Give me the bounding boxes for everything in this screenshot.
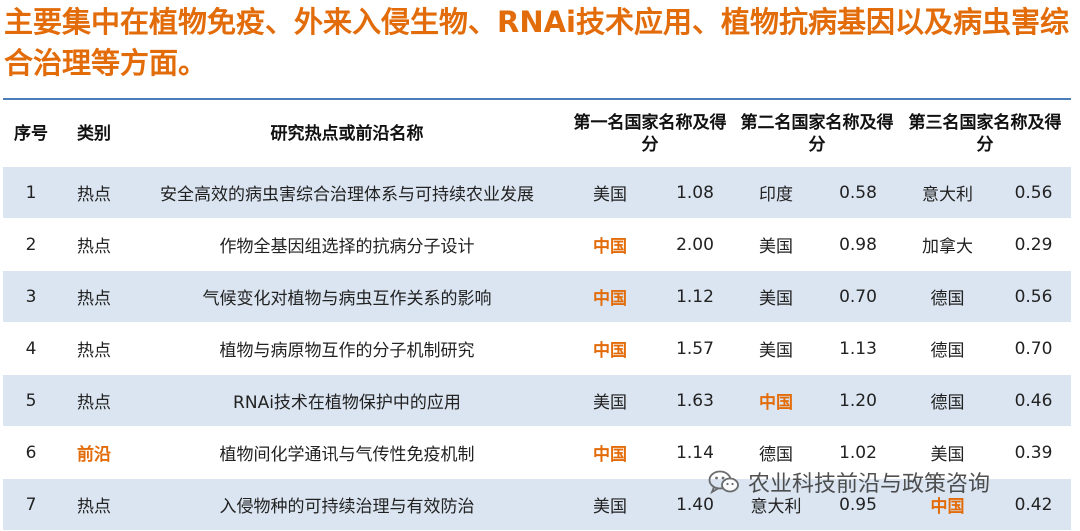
row-index: 5 [3,374,59,427]
row-index: 6 [25,442,37,463]
row-category: 热点 [59,167,129,219]
row-topic: 作物全基因组选择的抗病分子设计 [219,237,475,257]
third-score: 0.70 [1014,338,1053,359]
row-topic: 气候变化对植物与病虫互作关系的影响 [129,270,565,323]
header-second: 第二名国家名称及得分 [740,112,894,155]
third-country: 中国 [899,478,996,531]
first-country: 中国 [593,237,627,257]
table-row: 6 前沿 植物间化学通讯与气传性免疫机制 中国 1.14 德国 1.02 美国 0.39 [3,427,1071,479]
first-country: 中国 [565,270,655,323]
first-score: 1.08 [655,167,735,219]
watermark-text: 农业科技前沿与政策咨询 [748,472,991,497]
first-score: 1.57 [676,338,714,359]
table-row: 1 热点 安全高效的病虫害综合治理体系与可持续农业发展 美国 1.08 印度 0.58 意大利… [3,167,1071,219]
table-row: 3 热点 气候变化对植物与病虫互作关系的影响 中国 1.12 美国 0.70 德国 0.56 [3,270,1071,323]
row-topic: 植物与病原物互作的分子机制研究 [219,341,475,361]
third-score: 0.46 [996,374,1071,427]
third-country: 德国 [899,270,996,323]
third-score: 0.42 [996,478,1071,531]
watermark: 农业科技前沿与政策咨询 [708,467,990,497]
row-category: 热点 [59,478,129,531]
third-country: 美国 [930,445,965,465]
row-category: 热点 [77,237,111,257]
second-score: 0.70 [817,270,899,323]
header-index: 序号 [14,123,48,144]
first-country: 美国 [565,374,655,427]
table-header-row: 序号 类别 研究热点或前沿名称 第一名国家名称及得分 第二名国家名称及得分 第三… [3,100,1071,167]
third-country: 加拿大 [922,237,973,257]
table-row: 4 热点 植物与病原物互作的分子机制研究 中国 1.57 美国 1.13 德国 0.70 [3,323,1071,375]
second-score: 0.98 [839,234,877,255]
third-score: 0.56 [996,167,1071,219]
first-score: 1.63 [655,374,735,427]
row-index: 1 [3,167,59,219]
second-score: 0.58 [817,167,899,219]
first-country: 美国 [565,167,655,219]
row-topic: 安全高效的病虫害综合治理体系与可持续农业发展 [129,167,565,219]
first-country: 中国 [593,445,627,465]
second-country: 印度 [735,167,817,219]
table-top-rule [3,98,1071,100]
row-index: 3 [3,270,59,323]
first-score: 1.12 [655,270,735,323]
second-score: 1.02 [839,442,877,463]
second-country: 德国 [759,445,793,465]
table-row: 7 热点 入侵物种的可持续治理与有效防治 美国 1.40 意大利 0.95 中国 0.42 [3,478,1071,531]
third-country: 德国 [899,374,996,427]
first-country: 中国 [593,341,627,361]
second-country: 美国 [759,237,793,257]
row-category: 热点 [77,341,111,361]
row-topic: 入侵物种的可持续治理与有效防治 [129,478,565,531]
header-category: 类别 [77,123,111,144]
row-index: 4 [25,338,37,359]
headline: 主要集中在植物免疫、外来入侵生物、RNAi技术应用、植物抗病基因以及病虫害综合治… [4,5,1069,80]
header-third: 第三名国家名称及得分 [908,112,1062,155]
wechat-icon [708,470,739,495]
row-topic: 植物间化学通讯与气传性免疫机制 [219,445,475,465]
first-score: 1.40 [655,478,735,531]
third-score: 0.39 [1014,442,1053,463]
third-score: 0.29 [1014,234,1053,255]
third-country: 德国 [930,341,965,361]
row-category: 热点 [59,270,129,323]
row-category: 前沿 [77,445,111,465]
header-topic: 研究热点或前沿名称 [270,123,424,144]
second-country: 美国 [735,270,817,323]
second-country: 意大利 [735,478,817,531]
third-country: 意大利 [899,167,996,219]
row-category: 热点 [59,374,129,427]
row-index: 2 [25,234,37,255]
second-score: 1.13 [839,338,877,359]
row-index: 7 [3,478,59,531]
third-score: 0.56 [996,270,1071,323]
row-topic: RNAi技术在植物保护中的应用 [129,374,565,427]
second-score: 1.20 [817,374,899,427]
header-first: 第一名国家名称及得分 [573,112,727,155]
second-country: 中国 [735,374,817,427]
second-score: 0.95 [817,478,899,531]
first-score: 2.00 [676,234,714,255]
research-hotspots-table: 序号 类别 研究热点或前沿名称 第一名国家名称及得分 第二名国家名称及得分 第三… [3,100,1071,531]
first-score: 1.14 [676,442,714,463]
second-country: 美国 [759,341,793,361]
table-row: 2 热点 作物全基因组选择的抗病分子设计 中国 2.00 美国 0.98 加拿大 0.29 [3,219,1071,271]
first-country: 美国 [565,478,655,531]
table-row: 5 热点 RNAi技术在植物保护中的应用 美国 1.63 中国 1.20 德国 0.46 [3,374,1071,427]
